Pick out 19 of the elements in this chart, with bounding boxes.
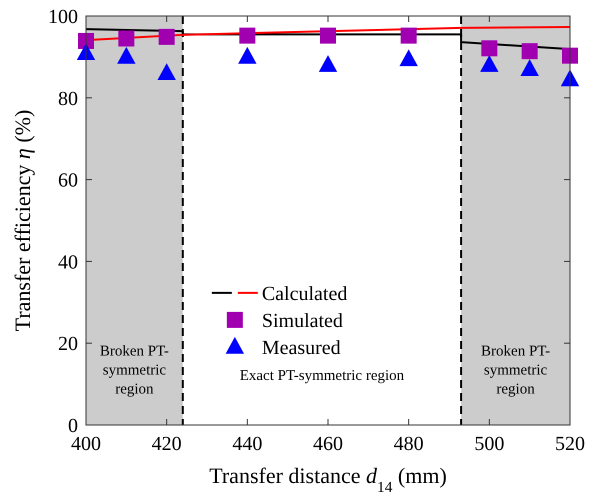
y-tick-label: 100	[48, 6, 78, 28]
y-tick-label: 40	[58, 251, 78, 274]
y-tick-label: 60	[58, 170, 78, 192]
band-label: Broken PT-symmetric region	[481, 343, 550, 398]
legend-label: Calculated	[262, 282, 348, 305]
x-tick-label: 440	[232, 433, 262, 455]
annotation: Exact PT-symmetric region	[240, 368, 405, 384]
legend-label: Measured	[262, 336, 341, 359]
y-tick-label: 20	[58, 333, 78, 356]
band-label: Broken PT-symmetric region	[100, 343, 169, 398]
x-tick-label: 480	[394, 433, 424, 455]
x-tick-label: 420	[152, 433, 182, 455]
y-axis-title: Transfer efficiency η (%)	[10, 110, 35, 332]
x-tick-label: 460	[313, 433, 343, 455]
x-tick-label: 500	[474, 433, 504, 455]
x-tick-label: 520	[555, 433, 585, 455]
legend-label: Simulated	[262, 310, 343, 332]
x-axis-title: Transfer distance d$_{14}$ (mm)	[209, 463, 447, 496]
y-tick-label: 80	[58, 88, 78, 110]
